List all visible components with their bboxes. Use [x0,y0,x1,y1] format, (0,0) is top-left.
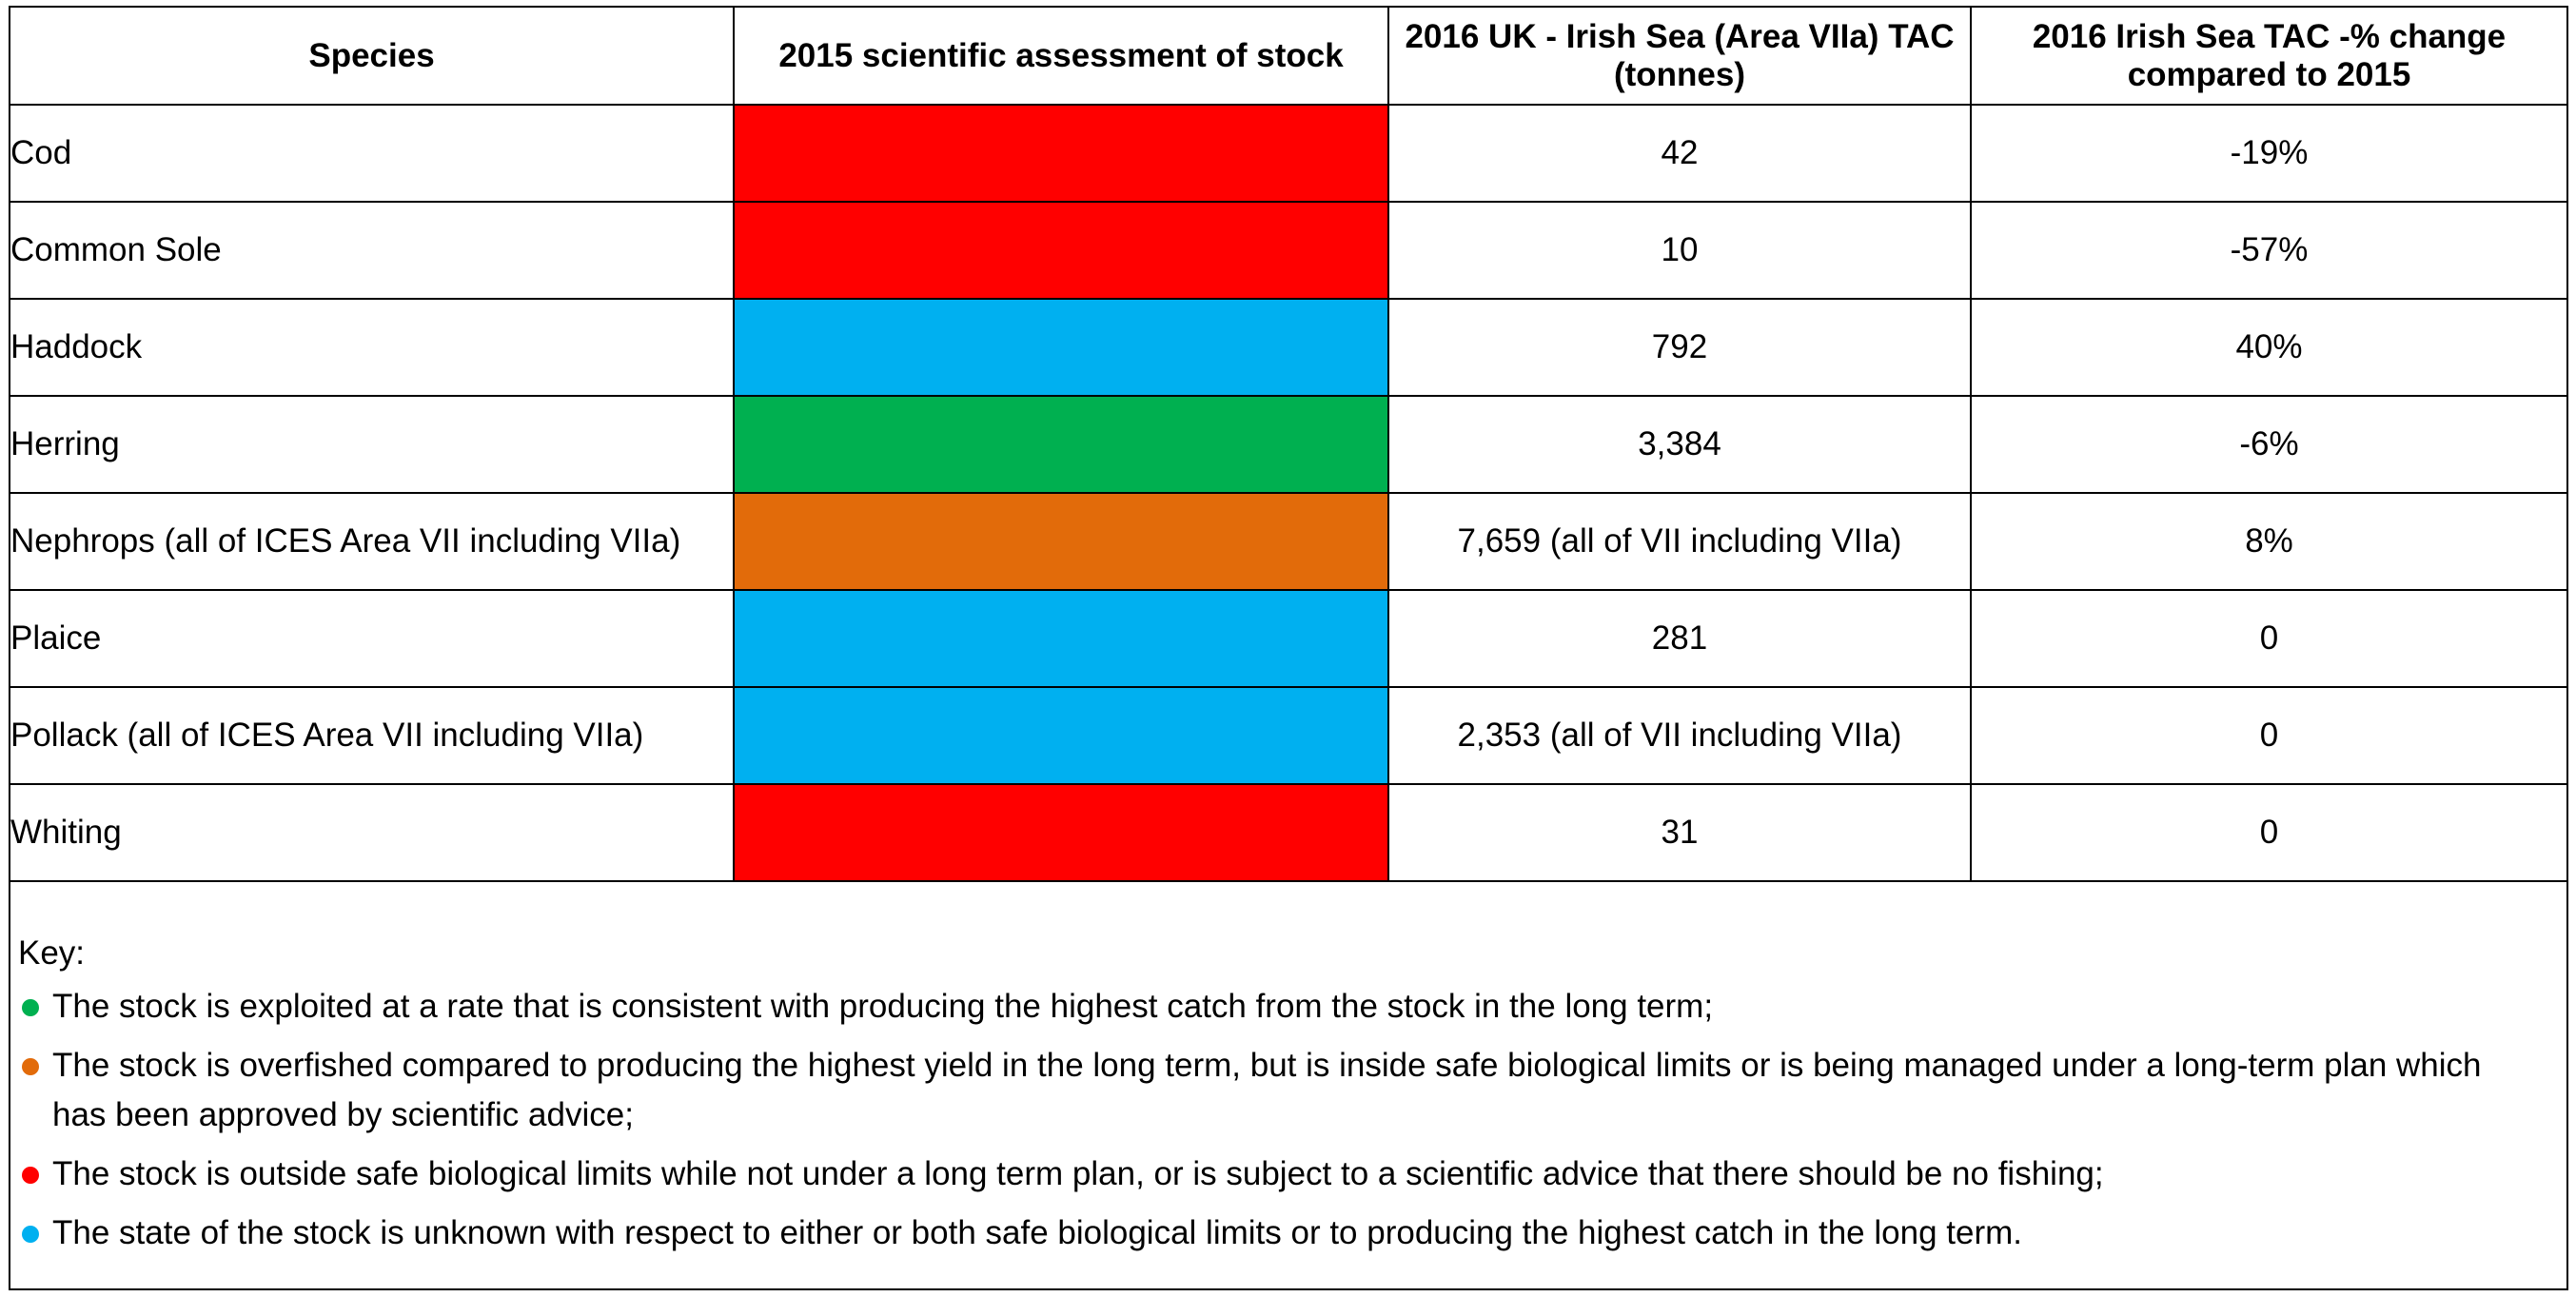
tac-cell: 281 [1387,589,1972,688]
key-section: Key: The stock is exploited at a rate th… [10,910,2566,1258]
key-title: Key: [18,934,86,972]
stock-assessment-sheet: Species 2015 scientific assessment of st… [9,6,2568,1290]
tac-cell: 3,384 [1387,395,1972,494]
species-cell: Whiting [10,783,735,882]
key-item-text: The stock is exploited at a rate that is… [52,988,1714,1025]
header-species: Species [10,8,735,106]
key-item-red: The stock is outside safe biological lim… [10,1150,2566,1199]
status-dot-icon [22,1058,39,1075]
change-cell: 0 [1970,783,2566,882]
species-cell: Common Sole [10,201,735,300]
species-cell: Plaice [10,589,735,688]
assessment-status-blue [733,298,1389,397]
tac-cell: 792 [1387,298,1972,397]
key-item-text: The stock is outside safe biological lim… [52,1155,2104,1192]
table-row: Haddock 792 40% [10,298,2566,397]
key-item-orange: The stock is overfished compared to prod… [10,1041,2566,1140]
change-cell: 8% [1970,492,2566,591]
tac-cell: 7,659 (all of VII including VIIa) [1387,492,1972,591]
header-tac: 2016 UK - Irish Sea (Area VIIa) TAC (ton… [1387,8,1972,106]
change-cell: 40% [1970,298,2566,397]
status-dot-icon [22,1167,39,1184]
key-item-blue: The state of the stock is unknown with r… [10,1209,2566,1258]
change-cell: 0 [1970,589,2566,688]
change-cell: 0 [1970,686,2566,785]
tac-cell: 31 [1387,783,1972,882]
species-cell: Pollack (all of ICES Area VII including … [10,686,735,785]
tac-cell: 42 [1387,104,1972,203]
table-row: Pollack (all of ICES Area VII including … [10,686,2566,785]
status-dot-icon [22,999,39,1016]
assessment-status-blue [733,686,1389,785]
key-item-text: The stock is overfished compared to prod… [52,1047,2482,1133]
status-dot-icon [22,1226,39,1243]
key-list: The stock is exploited at a rate that is… [10,982,2566,1258]
species-cell: Nephrops (all of ICES Area VII including… [10,492,735,591]
key-item-green: The stock is exploited at a rate that is… [10,982,2566,1032]
change-cell: -57% [1970,201,2566,300]
header-assessment: 2015 scientific assessment of stock [733,8,1389,106]
tac-cell: 2,353 (all of VII including VIIa) [1387,686,1972,785]
table-row: Plaice 281 0 [10,589,2566,688]
stock-table: Species 2015 scientific assessment of st… [10,8,2566,882]
species-cell: Herring [10,395,735,494]
change-cell: -6% [1970,395,2566,494]
assessment-status-blue [733,589,1389,688]
assessment-status-red [733,104,1389,203]
header-row: Species 2015 scientific assessment of st… [10,8,2566,106]
assessment-status-orange [733,492,1389,591]
assessment-status-red [733,201,1389,300]
assessment-status-red [733,783,1389,882]
header-change: 2016 Irish Sea TAC -% change compared to… [1970,8,2566,106]
table-row: Nephrops (all of ICES Area VII including… [10,492,2566,591]
table-row: Herring 3,384 -6% [10,395,2566,494]
assessment-status-green [733,395,1389,494]
table-row: Cod 42 -19% [10,104,2566,203]
tac-cell: 10 [1387,201,1972,300]
change-cell: -19% [1970,104,2566,203]
table-row: Common Sole 10 -57% [10,201,2566,300]
table-row: Whiting 31 0 [10,783,2566,882]
species-cell: Cod [10,104,735,203]
species-cell: Haddock [10,298,735,397]
key-item-text: The state of the stock is unknown with r… [52,1214,2022,1251]
